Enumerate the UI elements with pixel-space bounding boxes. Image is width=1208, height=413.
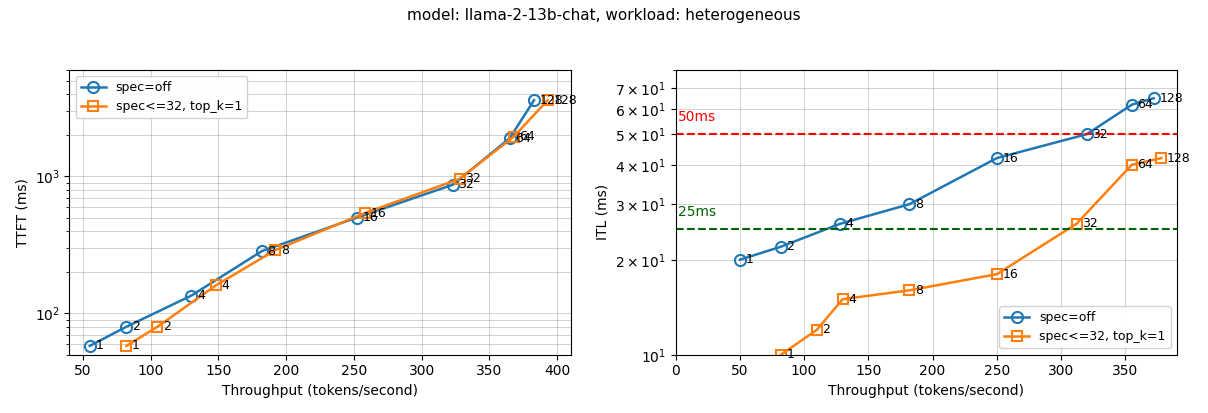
spec<=32, top_k=1 bbox=[773, 352, 788, 357]
Legend: spec=off, spec<=32, top_k=1: spec=off, spec<=32, top_k=1 bbox=[76, 76, 248, 118]
spec=off bbox=[902, 202, 917, 206]
spec=off bbox=[1146, 96, 1161, 101]
spec=off bbox=[120, 324, 134, 329]
Line: spec=off: spec=off bbox=[85, 95, 540, 351]
spec<=32, top_k=1 bbox=[506, 134, 521, 139]
Y-axis label: ITL (ms): ITL (ms) bbox=[596, 184, 609, 240]
spec<=32, top_k=1 bbox=[1125, 162, 1139, 167]
Line: spec<=32, top_k=1: spec<=32, top_k=1 bbox=[776, 153, 1166, 360]
Text: 8: 8 bbox=[914, 198, 923, 211]
spec<=32, top_k=1 bbox=[150, 324, 164, 329]
spec<=32, top_k=1 bbox=[268, 248, 283, 253]
Text: 4: 4 bbox=[848, 293, 856, 306]
spec=off bbox=[184, 293, 198, 298]
X-axis label: Throughput (tokens/second): Throughput (tokens/second) bbox=[829, 384, 1024, 398]
spec<=32, top_k=1 bbox=[540, 98, 554, 103]
spec=off bbox=[1080, 132, 1094, 137]
Text: 128: 128 bbox=[540, 94, 563, 107]
Legend: spec=off, spec<=32, top_k=1: spec=off, spec<=32, top_k=1 bbox=[999, 306, 1171, 349]
Text: 16: 16 bbox=[1003, 268, 1018, 281]
spec=off bbox=[82, 344, 97, 349]
Text: 64: 64 bbox=[519, 130, 535, 143]
spec<=32, top_k=1 bbox=[209, 283, 223, 288]
spec<=32, top_k=1 bbox=[809, 327, 824, 332]
Text: 2: 2 bbox=[132, 320, 140, 333]
Text: 64: 64 bbox=[516, 132, 532, 145]
Text: 16: 16 bbox=[371, 206, 387, 220]
Text: 32: 32 bbox=[465, 172, 481, 185]
Text: 128: 128 bbox=[1160, 92, 1183, 105]
Text: 128: 128 bbox=[553, 94, 577, 107]
spec<=32, top_k=1 bbox=[358, 211, 372, 216]
Text: 2: 2 bbox=[786, 240, 795, 253]
Text: 2: 2 bbox=[163, 320, 170, 333]
spec=off bbox=[503, 136, 517, 141]
spec<=32, top_k=1 bbox=[902, 288, 917, 293]
spec<=32, top_k=1 bbox=[452, 176, 466, 181]
Text: 32: 32 bbox=[1082, 217, 1098, 230]
Text: 64: 64 bbox=[1138, 158, 1154, 171]
Text: 25ms: 25ms bbox=[678, 204, 716, 218]
spec=off bbox=[527, 98, 541, 103]
spec=off bbox=[446, 182, 460, 187]
spec=off bbox=[989, 156, 1004, 161]
spec=off bbox=[732, 257, 747, 262]
spec=off bbox=[349, 215, 364, 220]
Line: spec<=32, top_k=1: spec<=32, top_k=1 bbox=[122, 95, 552, 351]
spec=off bbox=[832, 221, 847, 226]
Text: 2: 2 bbox=[823, 323, 830, 336]
spec<=32, top_k=1 bbox=[836, 297, 850, 301]
Text: 4: 4 bbox=[197, 289, 205, 302]
Text: 1: 1 bbox=[786, 348, 795, 361]
Text: 4: 4 bbox=[846, 217, 854, 230]
Text: 1: 1 bbox=[95, 339, 103, 352]
Y-axis label: TTFT (ms): TTFT (ms) bbox=[14, 178, 29, 247]
spec<=32, top_k=1 bbox=[989, 272, 1004, 277]
Text: 8: 8 bbox=[914, 284, 923, 297]
Text: 8: 8 bbox=[267, 244, 275, 258]
Text: 1: 1 bbox=[745, 253, 754, 266]
Text: 64: 64 bbox=[1138, 98, 1154, 111]
Text: 16: 16 bbox=[362, 211, 378, 224]
Text: 8: 8 bbox=[281, 244, 289, 256]
Text: 1: 1 bbox=[132, 339, 140, 352]
Line: spec=off: spec=off bbox=[734, 93, 1160, 265]
spec<=32, top_k=1 bbox=[1154, 156, 1168, 161]
Text: 4: 4 bbox=[221, 279, 230, 292]
spec<=32, top_k=1 bbox=[1069, 221, 1084, 226]
Text: 32: 32 bbox=[458, 178, 474, 191]
spec=off bbox=[1125, 102, 1139, 107]
spec=off bbox=[773, 244, 788, 249]
Text: 16: 16 bbox=[1003, 152, 1018, 164]
X-axis label: Throughput (tokens/second): Throughput (tokens/second) bbox=[222, 384, 418, 398]
Text: 32: 32 bbox=[1092, 128, 1108, 141]
Text: 50ms: 50ms bbox=[678, 109, 716, 123]
Text: 128: 128 bbox=[1167, 152, 1191, 164]
Text: model: llama-2-13b-chat, workload: heterogeneous: model: llama-2-13b-chat, workload: heter… bbox=[407, 8, 801, 23]
spec<=32, top_k=1 bbox=[120, 344, 134, 349]
spec=off bbox=[255, 249, 269, 254]
